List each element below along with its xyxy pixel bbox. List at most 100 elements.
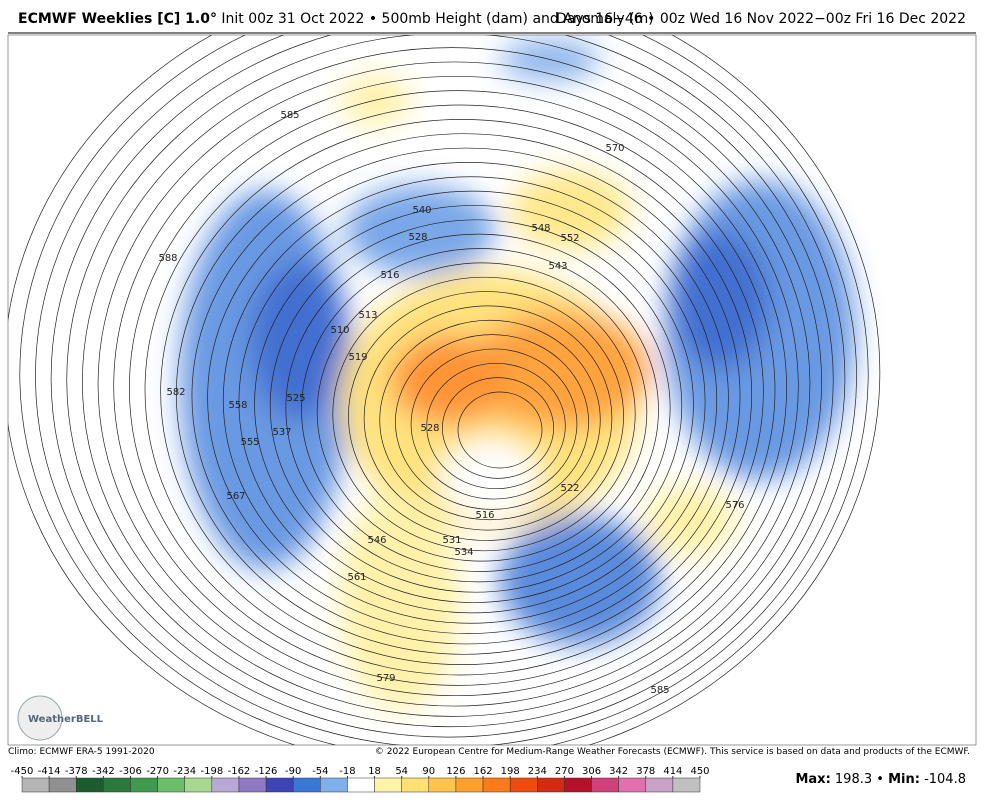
contour-label: 558 — [228, 400, 247, 411]
contour — [113, 75, 799, 697]
logo: WeatherBELL — [28, 714, 104, 725]
colorbar-box — [672, 777, 701, 793]
colorbar-box — [591, 777, 619, 793]
contour — [254, 205, 694, 603]
contour-label: 510 — [330, 325, 349, 336]
contour — [50, 35, 846, 738]
colorbar-box — [103, 777, 131, 793]
contour — [457, 391, 543, 469]
climo-note: Climo: ECMWF ERA-5 1991-2020 — [8, 747, 155, 757]
colorbar-tick-label: -18 — [339, 766, 355, 777]
contour-label: 516 — [380, 270, 399, 281]
colorbar-box — [401, 777, 430, 793]
contour-label: 528 — [420, 423, 439, 434]
colorbar-tick-label: 306 — [582, 766, 601, 777]
colorbar-box — [292, 777, 321, 793]
contour — [35, 35, 857, 745]
contour — [207, 162, 729, 634]
max-value: 198.3 — [835, 772, 872, 787]
colorbar-tick-label: -54 — [312, 766, 328, 777]
map-border — [7, 34, 977, 746]
colorbar-tick-label: 18 — [368, 766, 381, 777]
colorbar-tick-label: 126 — [446, 766, 465, 777]
colorbar-tick-label: -162 — [228, 766, 251, 777]
colorbar-tick-label: 162 — [473, 766, 492, 777]
contour — [395, 334, 589, 510]
colorbar-tick-label: 414 — [663, 766, 682, 777]
contour — [316, 262, 648, 562]
colorbar-tick-label: 342 — [609, 766, 628, 777]
colorbar-box — [48, 777, 77, 793]
max-label: Max: — [795, 772, 830, 787]
colorbar-tick-label: -450 — [11, 766, 34, 777]
colorbar-box — [564, 777, 592, 793]
contour — [426, 362, 566, 490]
contour — [144, 104, 776, 676]
colorbar-box — [184, 777, 213, 793]
colorbar-tick-label: -126 — [255, 766, 278, 777]
contour-labels: 585 540 528 570 548 552 543 516 510 513 519 588 558 5… — [158, 110, 744, 696]
colorbar-tick-label: 378 — [636, 766, 655, 777]
title-right: Days 16−46 • 00z Wed 16 Nov 2022−00z Fri… — [556, 11, 966, 27]
colorbar-box — [374, 777, 402, 793]
colorbar-box — [645, 777, 674, 793]
contour — [363, 305, 613, 531]
map: 585 540 528 570 548 552 543 516 510 513 519 588 558 5… — [8, 35, 976, 745]
contour — [285, 233, 671, 583]
contour-label: 588 — [158, 253, 177, 264]
contour — [66, 35, 834, 727]
colorbar-tick-label: -198 — [200, 766, 223, 777]
colorbar-box — [130, 777, 158, 793]
colorbar-tick-label: 270 — [555, 766, 574, 777]
contour-label: 570 — [605, 143, 624, 154]
contour-label: 576 — [725, 500, 744, 511]
colorbar-box — [320, 777, 348, 793]
contour-label: 528 — [408, 232, 427, 243]
min-label: Min: — [888, 772, 920, 787]
contour-label: 548 — [531, 223, 550, 234]
colorbar-tick-label: -378 — [65, 766, 88, 777]
contour — [175, 133, 753, 655]
separator: • — [876, 772, 884, 787]
min-value: -104.8 — [924, 772, 966, 787]
title: ECMWF Weeklies [C] 1.0° Init 00z 31 Oct … — [18, 11, 654, 27]
contour-label: 546 — [367, 535, 386, 546]
colorbar-tick-label: -342 — [92, 766, 115, 777]
colorbar-box — [428, 777, 457, 793]
contour — [82, 47, 822, 717]
contour-label: 531 — [442, 535, 461, 546]
contour-label: 522 — [560, 483, 579, 494]
contour-label: 555 — [240, 437, 259, 448]
contour-label: 543 — [548, 261, 567, 272]
contour-label: 585 — [280, 110, 299, 121]
contour-label: 513 — [358, 310, 377, 321]
contour — [410, 348, 578, 500]
colorbar-box — [455, 777, 484, 793]
colorbar-tick-label: -306 — [119, 766, 142, 777]
colorbar-tick-label: 450 — [690, 766, 709, 777]
colorbar-tick-label: 234 — [528, 766, 547, 777]
contour-label: 567 — [226, 491, 245, 502]
contour — [238, 190, 706, 614]
title-rest: Init 00z 31 Oct 2022 • 500mb Height (dam… — [221, 11, 653, 27]
contour — [191, 147, 741, 645]
contour — [442, 377, 555, 479]
contour — [348, 291, 624, 541]
contour — [379, 319, 601, 521]
colorbar-box — [537, 777, 565, 793]
colorbar-box — [618, 777, 647, 793]
contour — [97, 61, 811, 707]
contour-label: 519 — [348, 352, 367, 363]
contour-label: 516 — [475, 510, 494, 521]
contour — [19, 35, 869, 745]
colorbar-box — [21, 777, 50, 793]
colorbar-box — [157, 777, 185, 793]
contour — [222, 176, 718, 624]
copyright: © 2022 European Centre for Medium-Range … — [375, 747, 970, 757]
contour-label: 582 — [166, 387, 185, 398]
height-contours — [8, 35, 881, 745]
colorbar-tick-label: -90 — [285, 766, 301, 777]
logo-mark — [17, 695, 63, 741]
colorbar-tick-label: 198 — [501, 766, 520, 777]
